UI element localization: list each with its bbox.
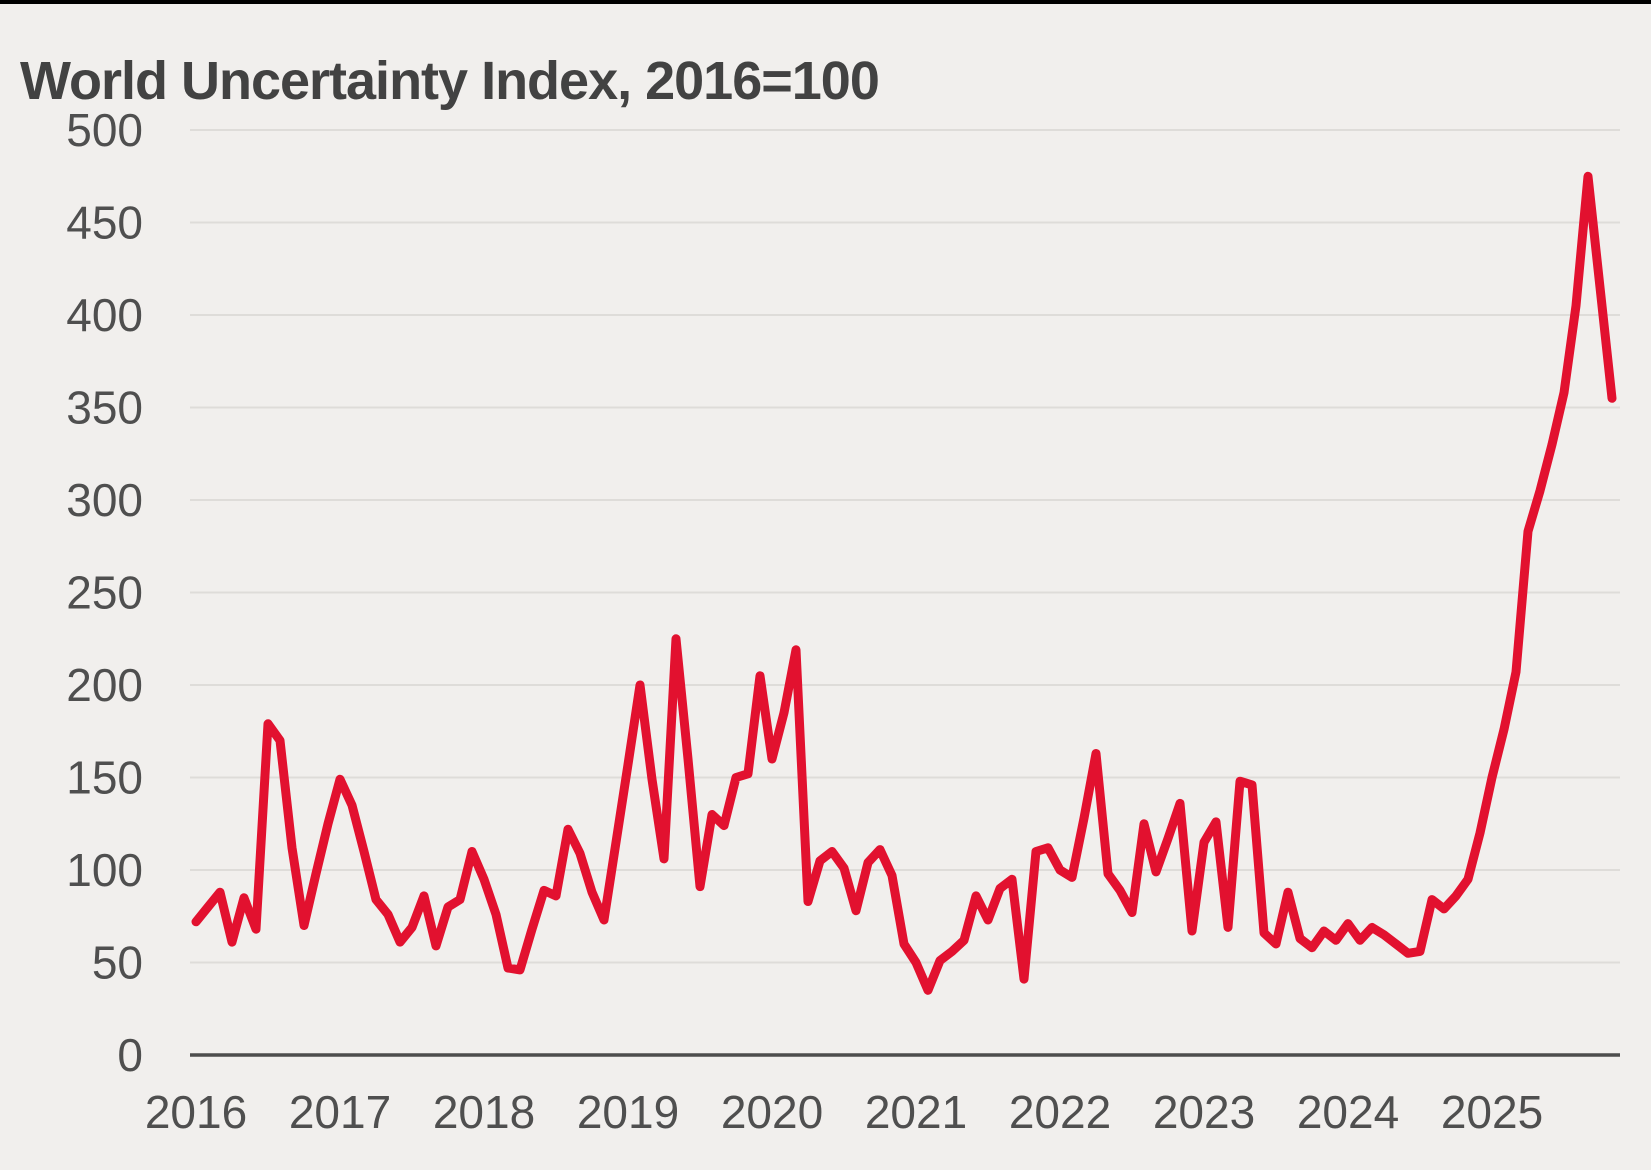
chart-title: World Uncertainty Index, 2016=100 <box>20 51 880 112</box>
y-tick-label: 150 <box>66 752 143 804</box>
x-tick-label: 2025 <box>1441 1086 1543 1138</box>
y-tick-label: 300 <box>66 474 143 526</box>
x-tick-label: 2016 <box>145 1086 247 1138</box>
y-tick-label: 350 <box>66 382 143 434</box>
x-tick-label: 2024 <box>1297 1086 1399 1138</box>
x-tick-label: 2022 <box>1009 1086 1111 1138</box>
y-tick-label: 500 <box>66 104 143 156</box>
y-tick-label: 200 <box>66 659 143 711</box>
y-tick-label: 100 <box>66 844 143 896</box>
x-tick-label: 2018 <box>433 1086 535 1138</box>
x-tick-label: 2023 <box>1153 1086 1255 1138</box>
x-tick-label: 2017 <box>289 1086 391 1138</box>
y-tick-label: 400 <box>66 289 143 341</box>
uncertainty-index-line <box>191 171 1617 995</box>
x-tick-label: 2020 <box>721 1086 823 1138</box>
x-tick-label: 2019 <box>577 1086 679 1138</box>
y-tick-label: 0 <box>117 1029 143 1081</box>
y-tick-label: 450 <box>66 197 143 249</box>
y-tick-label: 50 <box>92 937 143 989</box>
top-border <box>0 0 1651 4</box>
y-tick-label: 250 <box>66 567 143 619</box>
x-tick-label: 2021 <box>865 1086 967 1138</box>
